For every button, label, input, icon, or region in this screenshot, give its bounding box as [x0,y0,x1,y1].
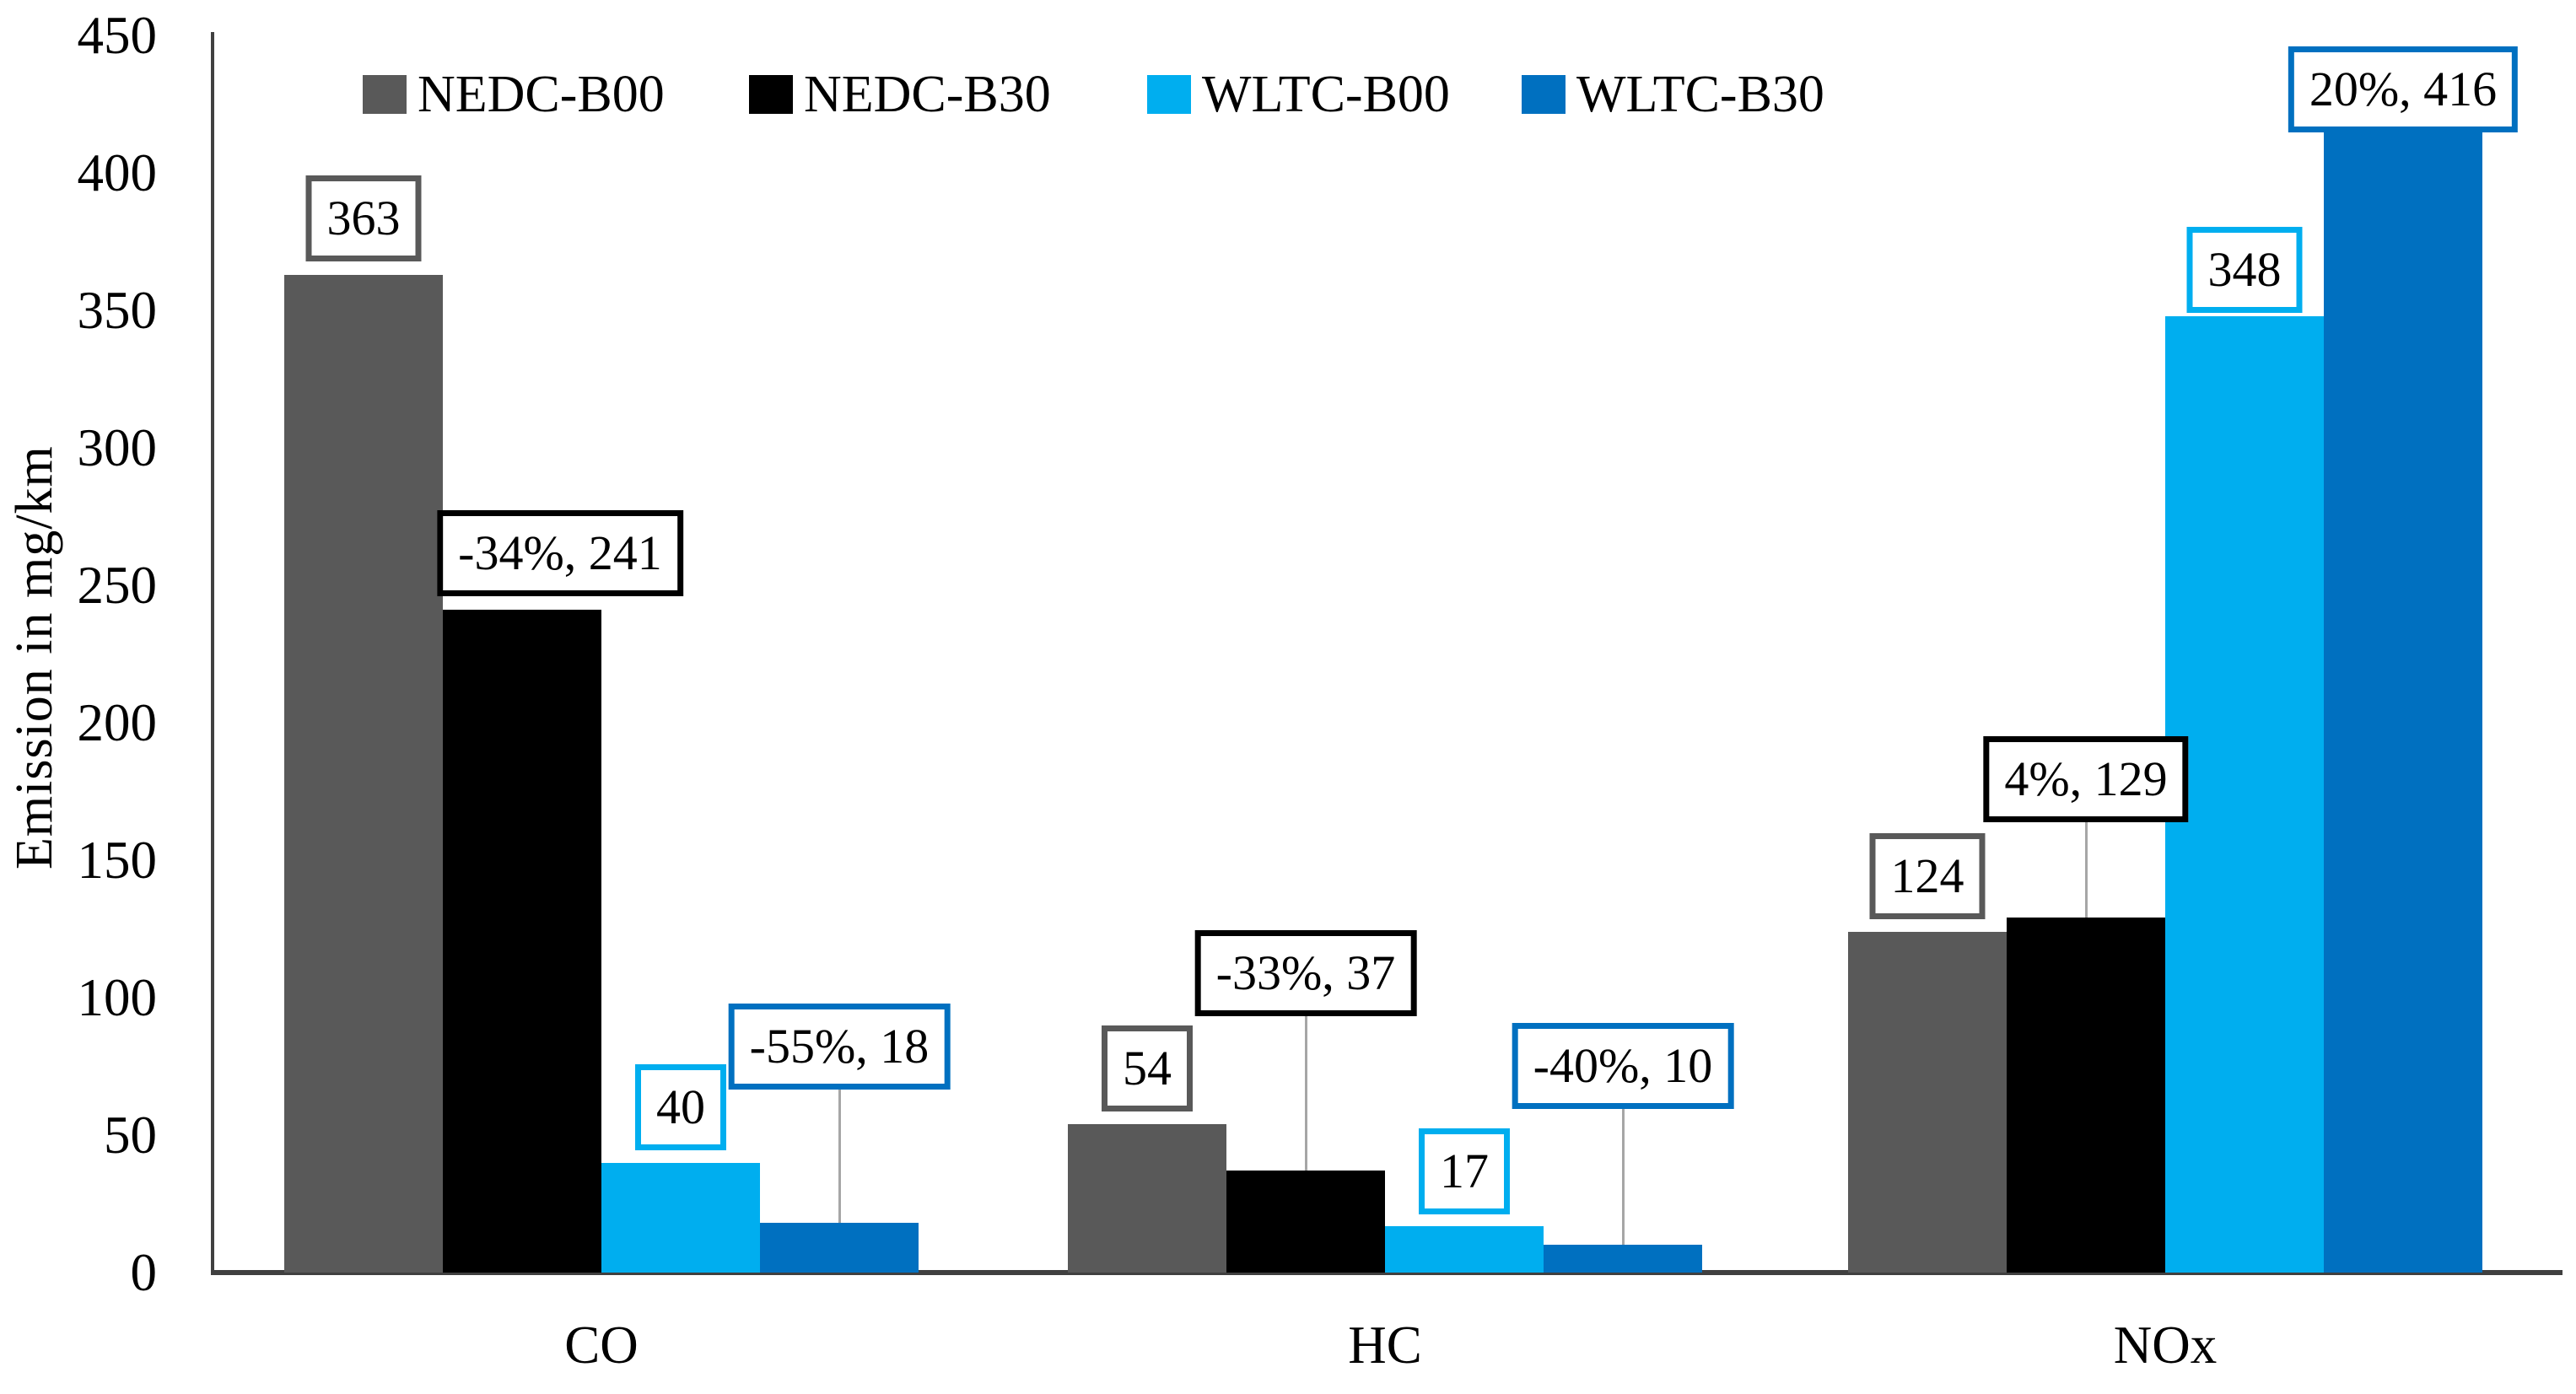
bar-NEDC-B00-HC [1068,1123,1226,1273]
y-tick-label: 300 [77,418,158,477]
y-tick-label: 50 [104,1106,157,1165]
bar-WLTC-B00-HC [1385,1225,1544,1273]
data-label-WLTC-B00-NOx: 348 [2186,226,2303,313]
bar-NEDC-B30-NOx [2007,918,2165,1273]
bar-WLTC-B30-CO [760,1223,919,1273]
legend-item-WLTC-B00: WLTC-B00 [1147,66,1450,123]
legend-swatch-icon [1522,75,1566,114]
legend-item-NEDC-B30: NEDC-B30 [749,66,1051,123]
data-label-NEDC-B30-NOx: 4%, 129 [1983,736,2189,823]
x-category-label-NOx: NOx [2113,1316,2218,1375]
leader-line [1305,1013,1307,1171]
legend-swatch-icon [749,75,793,114]
y-tick-label: 350 [77,281,158,340]
legend-swatch-icon [1147,75,1191,114]
y-tick-label: 200 [77,693,158,752]
legend-label: NEDC-B30 [804,65,1051,123]
bar-WLTC-B00-NOx [2165,315,2324,1273]
data-label-NEDC-B00-CO: 363 [305,175,422,261]
y-tick-label: 450 [77,6,158,65]
y-axis-line [211,32,214,1275]
y-axis-title: Emission in mg/km [6,445,63,870]
y-tick-label: 100 [77,968,158,1027]
bar-WLTC-B30-HC [1544,1245,1702,1273]
legend-label: NEDC-B00 [418,65,665,123]
leader-line [1622,1106,1625,1246]
legend-label: WLTC-B00 [1202,65,1450,123]
x-axis-line [211,1270,2563,1275]
legend-item-WLTC-B30: WLTC-B30 [1522,66,1824,123]
y-tick-label: 150 [77,831,158,890]
bar-WLTC-B30-NOx [2324,128,2482,1273]
data-label-WLTC-B30-NOx: 20%, 416 [2288,46,2519,132]
bar-NEDC-B30-CO [443,610,601,1273]
data-label-WLTC-B00-HC: 17 [1419,1128,1510,1214]
legend-swatch-icon [363,75,407,114]
data-label-NEDC-B30-CO: -34%, 241 [437,510,683,597]
data-label-WLTC-B00-CO: 40 [635,1063,726,1150]
x-category-label-CO: CO [564,1316,639,1375]
bar-NEDC-B00-CO [284,274,443,1273]
y-tick-label: 400 [77,143,158,202]
data-label-NEDC-B30-HC: -33%, 37 [1194,930,1417,1017]
legend-label: WLTC-B30 [1576,65,1824,123]
y-tick-label: 250 [77,556,158,615]
bar-WLTC-B00-CO [601,1162,760,1273]
data-label-NEDC-B00-HC: 54 [1102,1025,1193,1111]
bar-NEDC-B00-NOx [1848,931,2007,1273]
bar-NEDC-B30-HC [1226,1171,1385,1273]
leader-line [2085,819,2088,918]
x-category-label-HC: HC [1348,1316,1422,1375]
data-label-WLTC-B30-HC: -40%, 10 [1512,1023,1734,1110]
data-label-NEDC-B00-NOx: 124 [1869,832,1986,919]
legend-item-NEDC-B00: NEDC-B00 [363,66,665,123]
leader-line [838,1086,841,1224]
data-label-WLTC-B30-CO: -55%, 18 [728,1004,951,1090]
y-tick-label: 0 [130,1243,158,1302]
